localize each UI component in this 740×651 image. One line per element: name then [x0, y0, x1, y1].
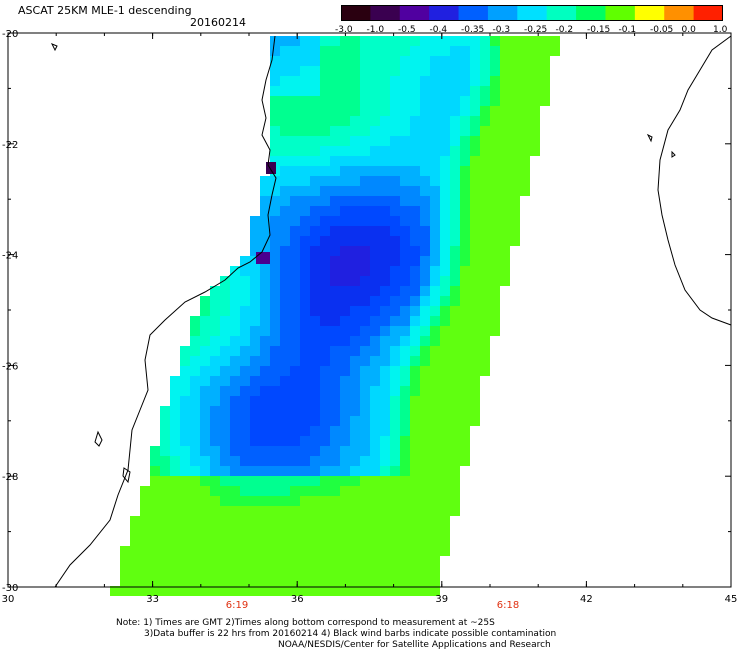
- colorbar-segment: [634, 5, 665, 21]
- colorbar-segment: [664, 5, 695, 21]
- colorbar-label: -0.3: [492, 25, 511, 35]
- colorbar-segment: [517, 5, 548, 21]
- colorbar-label: -0.05: [650, 25, 674, 35]
- x-tick-label: 30: [2, 594, 15, 605]
- colorbar-segment: [341, 5, 371, 21]
- coast-detail: [94, 430, 103, 447]
- purple-cell: [256, 252, 270, 264]
- colorbar-segment: [576, 5, 606, 21]
- colorbar-labels: -3.0 -1.0 -0.5 -0.4 -0.35 -0.3 -0.25 -0.2 -0.15-…: [335, 25, 730, 37]
- x-tick-label: 45: [725, 594, 738, 605]
- y-tick-label: -22: [2, 140, 18, 151]
- note-line-1: Note: 1) Times are GMT 2)Times along bot…: [116, 618, 495, 628]
- swath-data: [110, 36, 560, 596]
- colorbar-label: -0.5: [398, 25, 416, 35]
- y-tick-label: -30: [2, 583, 18, 594]
- x-tick-label: 42: [580, 594, 593, 605]
- colorbar-label: -0.15: [587, 25, 611, 35]
- coastline-west: [54, 35, 277, 588]
- colorbar-segment: [458, 5, 489, 21]
- time-label: 6:19: [226, 600, 248, 611]
- coast-detail: [50, 43, 58, 52]
- colorbar-segment: [693, 5, 723, 21]
- map-plot: 30 33 36 39 42 45 -20 -22 -24 -26 -28 -30 6:19 6:18: [2, 29, 738, 611]
- colorbar-segment: [546, 5, 577, 21]
- colorbar-segment: [605, 5, 636, 21]
- note-line-2: 3)Data buffer is 22 hrs from 20160214 4)…: [144, 629, 557, 639]
- y-tick-label: -24: [2, 251, 18, 262]
- colorbar-label: -0.4: [429, 25, 448, 35]
- colorbar-label: 0.0: [681, 25, 696, 35]
- coastline-madagascar: [657, 35, 732, 326]
- colorbar-segment: [399, 5, 430, 21]
- colorbar-segment: [370, 5, 401, 21]
- x-tick-label: 39: [435, 594, 448, 605]
- colorbar-label: -0.25: [524, 25, 548, 35]
- purple-cell: [266, 162, 276, 174]
- coast-detail: [122, 467, 131, 484]
- map-title: ASCAT 25KM MLE-1 descending: [18, 4, 192, 17]
- colorbar-label: -3.0: [335, 25, 353, 35]
- note-line-3: NOAA/NESDIS/Center for Satellite Applica…: [278, 640, 551, 650]
- colorbar-label: 1.0: [713, 25, 728, 35]
- y-tick-label: -26: [2, 361, 18, 372]
- colorbar-label: -0.1: [618, 25, 637, 35]
- time-label: 6:18: [497, 600, 519, 611]
- colorbar-label: -1.0: [366, 25, 385, 35]
- colorbar-label: -0.2: [555, 25, 574, 35]
- y-tick-label: -20: [2, 29, 18, 40]
- colorbar-segment: [487, 5, 518, 21]
- colorbar-segment: [429, 5, 460, 21]
- x-tick-label: 36: [291, 594, 304, 605]
- x-tick-label: 33: [146, 594, 159, 605]
- coast-detail: [671, 150, 676, 158]
- y-tick-label: -28: [2, 472, 18, 483]
- colorbar-label: -0.35: [461, 25, 485, 35]
- colorbar: [341, 5, 723, 21]
- coast-detail: [646, 133, 653, 143]
- map-date: 20160214: [190, 16, 246, 29]
